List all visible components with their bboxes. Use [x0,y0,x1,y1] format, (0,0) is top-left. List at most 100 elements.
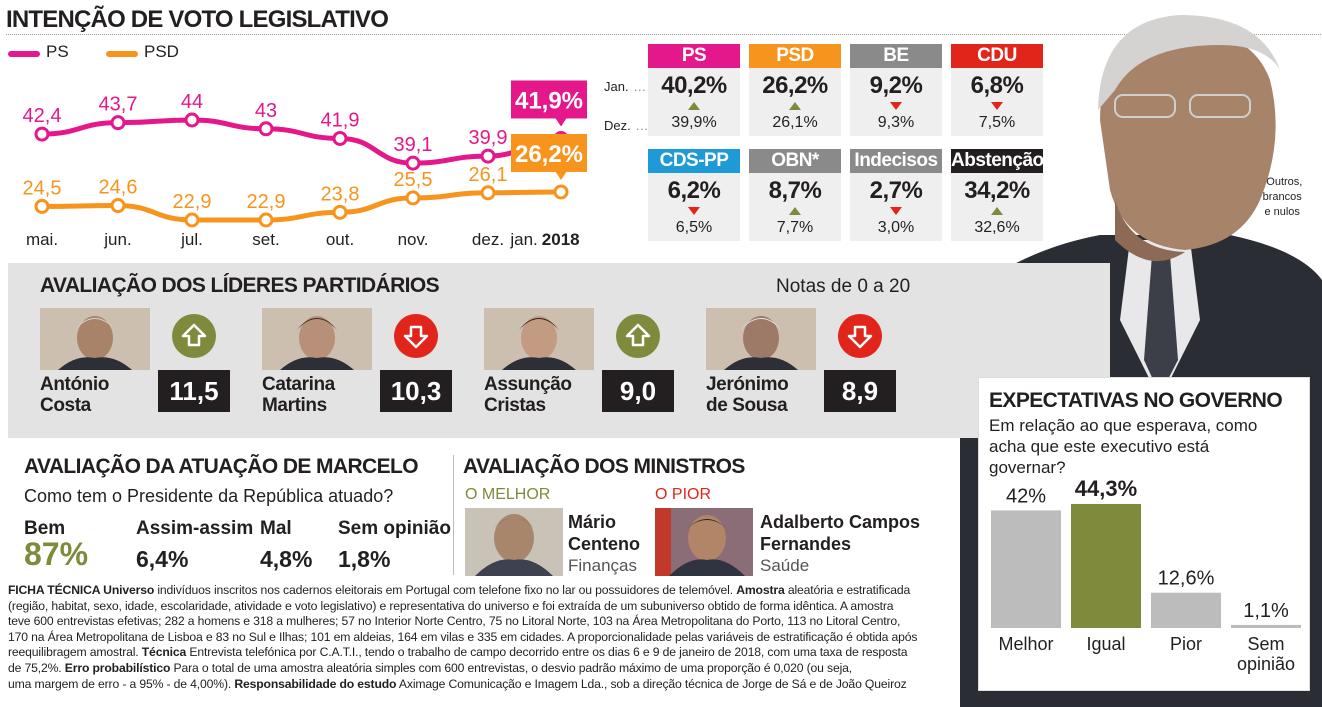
worst-minister-last: Fernandes [760,534,852,554]
party-current-value: 9,2% [869,72,923,99]
bar-value-label: 12,6% [1158,568,1215,590]
party-current-value: 40,2% [661,72,727,99]
marcelo-option-value: 4,8% [260,546,313,572]
bar-sem-opinião [1231,624,1301,628]
bar-pior [1151,592,1221,628]
leader-score: 8,9 [824,370,896,412]
expectations-panel: EXPECTATIVAS NO GOVERNO Em relação ao qu… [978,377,1310,691]
leader-portrait-icon [262,308,372,370]
best-minister-last: Centeno [568,534,640,554]
ficha-line: FICHA TÉCNICA Universo indivíduos inscri… [8,583,911,597]
leader-photo [262,308,372,370]
data-point [34,126,50,142]
leader-name: Assunção Cristas [484,374,572,416]
party-previous-value: 7,7% [776,219,814,236]
leader-last-name: Martins [262,395,327,416]
ficha-line: de 75,2%. Erro probabilístico Para o tot… [8,660,853,675]
leader-first-name: Jerónimo [706,374,789,395]
data-point [405,190,421,206]
data-label: 39,9 [469,127,508,149]
party-name: OBN* [749,149,841,173]
leaders-panel: AVALIAÇÃO DOS LÍDERES PARTIDÁRIOS Notas … [8,263,1110,438]
party-cell: CDS-PP 6,2% 6,5% [648,149,740,241]
party-name: CDU [951,44,1043,68]
party-name: PS [648,44,740,68]
bar-value-label: 1,1% [1243,600,1289,622]
best-minister-photo [465,508,563,576]
leader-name: Catarina Martins [262,374,335,416]
leader-photo [40,308,150,370]
footnote-line: brancos [1262,191,1302,203]
marcelo-question: Como tem o Presidente da República atuad… [24,486,394,506]
party-results-grid: PS 40,2% 39,9% PSD 26,2% 26,1% BE 9,2% 9,3% CDU 6,… [648,44,1048,244]
data-point [34,198,50,214]
trend-up-icon [688,102,700,110]
x-tick-label: mai. [26,230,58,249]
footnote-line: *Outros, [1262,176,1303,188]
data-point [258,121,274,137]
trend-up-icon [991,207,1003,215]
legend-swatch-psd [106,51,138,57]
x-tick-year: 2018 [542,230,580,249]
trend-down-icon [991,102,1003,110]
data-label: 24,6 [99,177,138,199]
chart-legend: PS PSD [8,42,308,64]
data-point [480,148,496,164]
data-label: 24,5 [23,177,62,199]
bar-value-label: 42% [1006,485,1046,507]
data-label: 43,7 [99,94,138,116]
party-name: BE [850,44,942,68]
data-label: 39,1 [394,134,433,156]
series-line-psd [39,189,564,223]
data-point [332,130,348,146]
leader-first-name: Assunção [484,374,572,395]
data-label-pointer [555,170,567,180]
data-label: 26,1 [469,164,508,186]
legend-label-ps: PS [46,42,69,61]
party-name: Indecisos [850,149,942,173]
arrow-down-icon [838,314,882,358]
data-point [480,185,496,201]
arrow-up-icon [616,314,660,358]
best-minister-ministry: Finanças [568,556,637,575]
data-label-pointer [555,117,567,127]
expectations-title: EXPECTATIVAS NO GOVERNO [989,389,1283,412]
data-label: 44 [181,91,203,113]
data-label: 23,8 [321,183,360,205]
ficha-line: reequilibragem amostral. Técnica Entrevi… [8,645,908,660]
leader-last-name: Costa [40,395,91,416]
bar-category-label: Igual [1086,634,1125,654]
marcelo-option-value: 87% [24,536,89,572]
data-label: 22,9 [173,191,212,213]
party-name: CDS-PP [648,149,740,173]
data-label: 41,9% [515,87,583,114]
trend-down-icon [890,102,902,110]
party-previous-value: 39,9% [671,114,717,131]
x-tick-label: jan. 2018 [509,230,579,249]
leader-name: Jerónimo de Sousa [706,374,789,416]
worst-minister-tag: O PIOR [655,486,712,503]
party-current-value: 34,2% [964,177,1030,204]
x-tick-label: jun. [103,230,131,249]
marcelo-option-label: Assim-assim [136,518,254,539]
ficha-line: uma margem de erro - a 95% - de 4,00%). … [8,676,907,691]
voting-intention-line-chart: 42,4 43,7 44 43 41,9 39,1 39,9 41,9% 24,5 24,6 22,… [23,80,587,249]
party-current-value: 8,7% [768,177,822,204]
expectations-question: Em relação ao que esperava, como acha qu… [989,416,1258,477]
leaders-title: AVALIAÇÃO DOS LÍDERES PARTIDÁRIOS [40,274,440,297]
data-label: 42,4 [23,105,62,127]
x-tick-label: nov. [398,230,429,249]
divider [453,455,454,575]
leaders-scale-note: Notas de 0 a 20 [776,276,911,297]
trend-down-icon [890,207,902,215]
party-cell: OBN* 8,7% 7,7% [749,149,841,241]
best-minister-first: Mário [568,512,617,532]
party-previous-value: 6,5% [675,219,713,236]
data-label: 43 [255,100,277,122]
data-point [110,115,126,131]
arrow-down-icon [394,314,438,358]
bar-melhor [991,510,1061,628]
title-underline [6,34,1321,35]
party-previous-value: 26,1% [772,114,818,131]
data-label: 41,9 [321,109,360,131]
